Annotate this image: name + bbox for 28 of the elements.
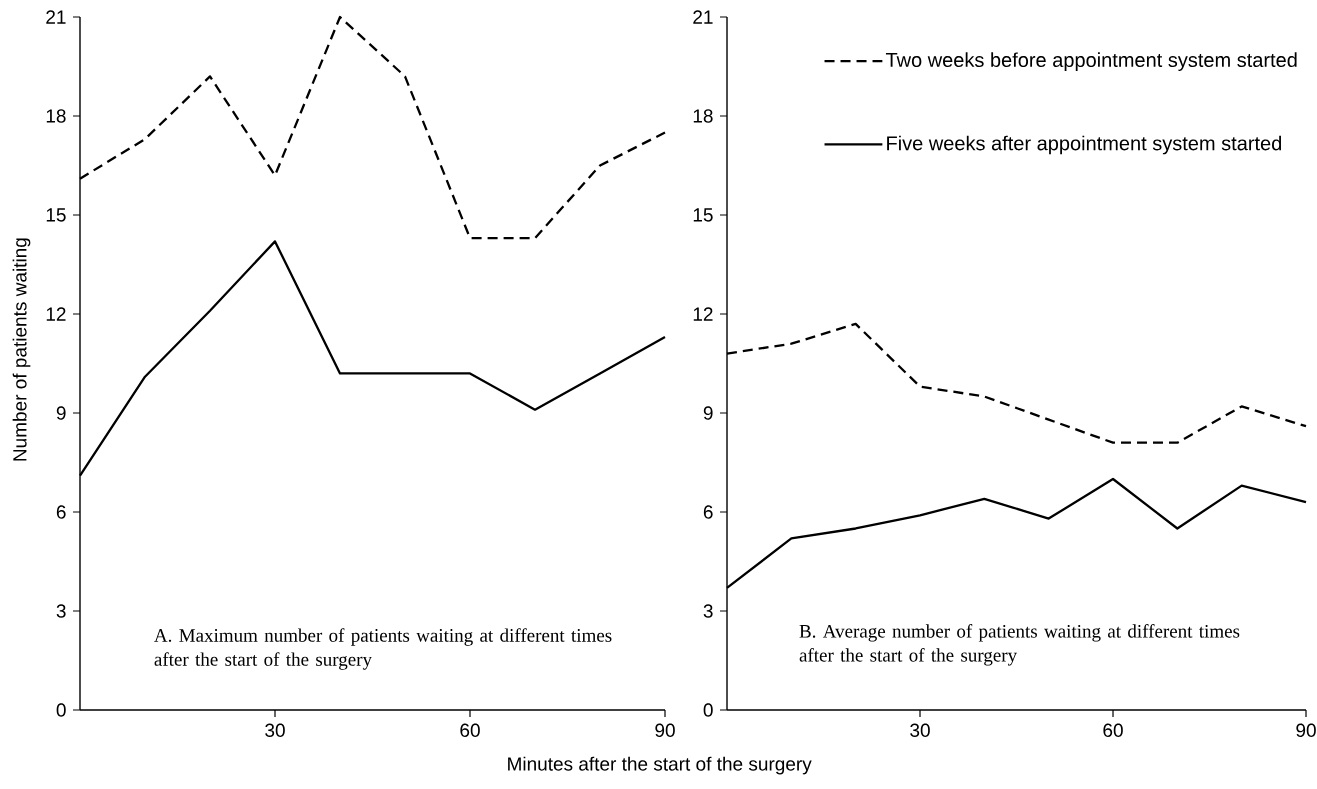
x-tick-label: 30 <box>265 723 285 737</box>
x-axis-title: Minutes after the start of the surgery <box>508 756 812 775</box>
legend-label: Two weeks before appointment system started <box>885 52 1297 72</box>
y-tick-label: 15 <box>693 208 713 222</box>
annotation: A. Maximum number of patients waiting at different times after the start of the surgery <box>154 628 612 670</box>
y-tick-label: 9 <box>703 406 713 420</box>
legend-label: Five weeks after appointment system started <box>887 135 1282 155</box>
y-axis-title: Number of patients waiting <box>12 238 31 461</box>
y-tick-label: 12 <box>693 307 713 321</box>
x-tick-label: 90 <box>1296 723 1316 737</box>
y-tick-label: 0 <box>56 703 66 717</box>
y-tick-label: 15 <box>46 208 66 222</box>
y-tick-label: 6 <box>703 505 713 519</box>
x-tick-label: 90 <box>655 723 675 737</box>
y-tick-label: 3 <box>703 604 713 618</box>
y-tick-label: 21 <box>693 10 713 24</box>
y-tick-label: 6 <box>56 505 66 519</box>
y-tick-label: 12 <box>46 307 66 321</box>
y-tick-label: 9 <box>56 406 66 420</box>
x-tick-label: 60 <box>460 723 480 737</box>
x-tick-label: 30 <box>910 723 930 737</box>
y-tick-label: 21 <box>46 10 66 24</box>
annotation: B. Average number of patients waiting at different times after the start of the surgery <box>799 624 1240 666</box>
y-tick-label: 3 <box>56 604 66 618</box>
x-tick-label: 60 <box>1103 723 1123 737</box>
y-tick-label: 18 <box>693 109 713 123</box>
y-tick-label: 18 <box>46 109 66 123</box>
y-tick-label: 0 <box>703 703 713 717</box>
